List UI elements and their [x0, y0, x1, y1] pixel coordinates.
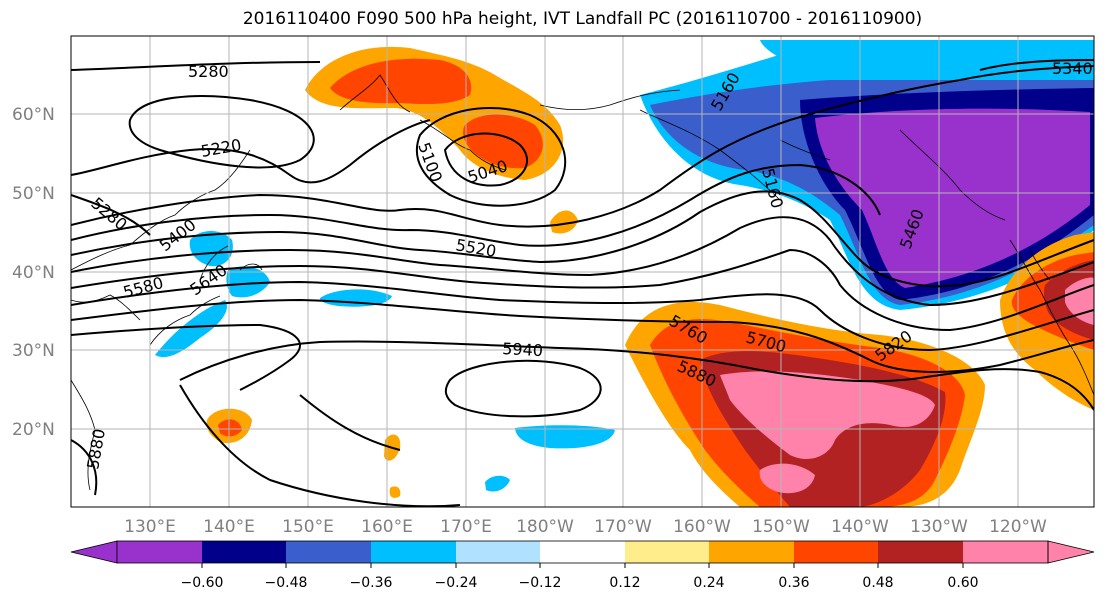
colorbar-swatch — [456, 541, 540, 563]
lat-label: 40°N — [12, 263, 55, 283]
shade-negative-top — [760, 40, 840, 59]
shade-japan-neg-1 — [189, 231, 233, 267]
map-layers: 5280 5220 5280 5400 5580 5640 5100 5040 … — [71, 36, 1094, 507]
lon-label: 130°E — [124, 517, 176, 537]
colorbar-swatch — [540, 541, 625, 563]
colorbar-tick-label: 0.12 — [609, 575, 640, 591]
shade-pos-plume-5 — [759, 463, 815, 494]
shade-pos-plume-4 — [720, 371, 935, 460]
shade-japan-neg-3 — [155, 300, 228, 358]
gridlines — [71, 36, 1094, 507]
lat-label: 20°N — [12, 420, 55, 440]
colorbar-swatch — [709, 541, 794, 563]
lat-label: 50°N — [12, 184, 55, 204]
shade-pos-coast-4 — [1065, 277, 1094, 325]
latitude-labels: 60°N 50°N 40°N 30°N 20°N — [12, 105, 55, 440]
lat-label: 30°N — [12, 341, 55, 361]
lon-label: 170°E — [440, 517, 492, 537]
lon-label: 140°W — [831, 517, 889, 537]
colorbar-swatch — [963, 541, 1048, 563]
shade-pos-165e-2 — [389, 486, 401, 498]
colorbar-swatch — [878, 541, 963, 563]
colorbar: −0.60 −0.48 −0.36 −0.24 −0.12 0.12 0.24 … — [70, 540, 1095, 591]
colorbar-tick-label: −0.36 — [350, 575, 393, 591]
shade-pos-okhotsk-2 — [330, 58, 472, 105]
contour-label: 5280 — [188, 62, 229, 81]
colorbar-tick-label: −0.12 — [519, 575, 562, 591]
shade-pos-okhotsk-3 — [463, 114, 543, 169]
colorbar-outline — [116, 540, 1049, 564]
map-frame — [70, 35, 1095, 508]
contour-label: 5940 — [502, 339, 544, 360]
colorbar-ticks — [201, 563, 964, 568]
colorbar-tick-label: 0.60 — [947, 575, 978, 591]
lon-label: 160°W — [673, 517, 731, 537]
longitude-labels: 130°E 140°E 150°E 160°E 170°E 180°W 170°… — [124, 517, 1047, 537]
shade-pos-168e — [550, 210, 578, 234]
lon-label: 170°W — [594, 517, 652, 537]
colorbar-tick-label: −0.60 — [181, 575, 224, 591]
shade-negative-3 — [815, 108, 1090, 289]
lon-label: 130°W — [910, 517, 968, 537]
shade-neg-175w — [485, 475, 510, 492]
colorbar-swatch — [117, 541, 202, 563]
lon-label: 120°W — [989, 517, 1047, 537]
colorbar-tick-label: 0.24 — [693, 575, 724, 591]
colorbar-extend-low — [70, 540, 118, 564]
colorbar-tick-label: −0.24 — [435, 575, 478, 591]
colorbar-swatch — [625, 541, 709, 563]
colorbar-tick-label: 0.36 — [778, 575, 809, 591]
colorbar-extend-high — [1047, 540, 1095, 564]
shade-neg-180 — [515, 425, 615, 449]
colorbar-swatch — [794, 541, 878, 563]
lon-label: 150°W — [752, 517, 810, 537]
colorbar-tick-label: −0.48 — [265, 575, 308, 591]
lon-label: 160°E — [361, 517, 413, 537]
colorbar-swatch — [286, 541, 371, 563]
lat-label: 60°N — [12, 105, 55, 125]
lon-label: 140°E — [203, 517, 255, 537]
map-title: 2016110400 F090 500 hPa height, IVT Land… — [242, 9, 923, 29]
colorbar-swatch — [371, 541, 456, 563]
colorbar-swatch — [202, 541, 286, 563]
shade-pos-140e-2 — [218, 419, 242, 437]
lon-label: 180°W — [516, 517, 574, 537]
shade-japan-neg-2 — [226, 266, 270, 298]
contour-label: 5340 — [1052, 59, 1093, 78]
colorbar-tick-label: 0.48 — [862, 575, 893, 591]
height-contours — [71, 59, 1094, 507]
lon-label: 150°E — [282, 517, 334, 537]
